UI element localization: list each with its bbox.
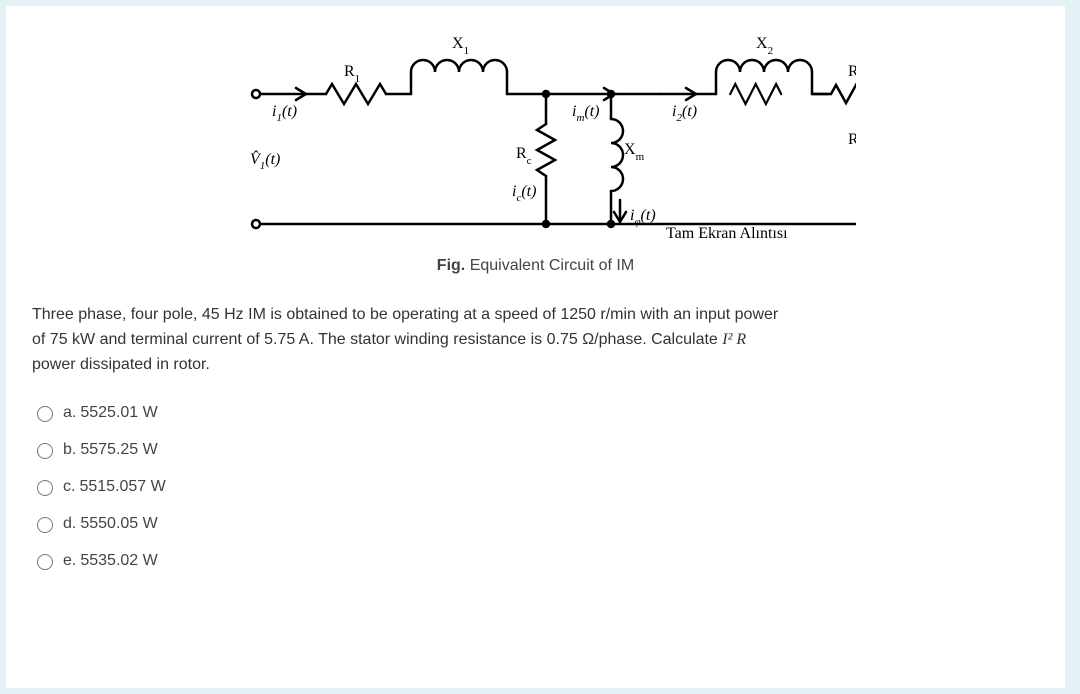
page: R1 X1 X2 R2 Rc Xm R2 1 − s s i1(t) i2(t bbox=[6, 6, 1066, 688]
figure-caption-prefix: Fig. bbox=[437, 257, 465, 274]
qtext-line-b: of 75 kW and terminal current of 5.75 A.… bbox=[32, 331, 722, 348]
equivalent-circuit-diagram: R1 X1 X2 R2 Rc Xm R2 1 − s s i1(t) i2(t bbox=[216, 24, 856, 244]
radio-a[interactable] bbox=[37, 406, 53, 422]
radio-d[interactable] bbox=[37, 517, 53, 533]
svg-text:ic(t): ic(t) bbox=[512, 183, 536, 204]
qtext-line-a: Three phase, four pole, 45 Hz IM is obta… bbox=[32, 306, 778, 323]
svg-text:i1(t): i1(t) bbox=[272, 103, 297, 124]
qtext-line-c: power dissipated in rotor. bbox=[32, 356, 210, 373]
svg-text:i2(t): i2(t) bbox=[672, 103, 697, 124]
option-letter: a. bbox=[63, 404, 76, 422]
option-label: 5525.01 W bbox=[80, 404, 157, 422]
svg-text:Tam Ekran Alıntısı: Tam Ekran Alıntısı bbox=[666, 225, 788, 242]
figure-wrap: R1 X1 X2 R2 Rc Xm R2 1 − s s i1(t) i2(t bbox=[28, 24, 1043, 275]
radio-c[interactable] bbox=[37, 480, 53, 496]
option-d[interactable]: d. 5550.05 W bbox=[32, 514, 1043, 533]
option-e[interactable]: e. 5535.02 W bbox=[32, 551, 1043, 570]
svg-text:R2: R2 bbox=[848, 63, 856, 85]
svg-text:R2: R2 bbox=[848, 131, 856, 153]
figure-caption: Fig. Equivalent Circuit of IM bbox=[28, 257, 1043, 275]
option-letter: c. bbox=[63, 478, 75, 496]
answer-options: a. 5525.01 W b. 5575.25 W c. 5515.057 W … bbox=[28, 403, 1043, 570]
svg-text:im(t): im(t) bbox=[572, 103, 600, 124]
svg-text:Xm: Xm bbox=[624, 141, 645, 163]
svg-text:Rc: Rc bbox=[516, 145, 532, 167]
option-b[interactable]: b. 5575.25 W bbox=[32, 440, 1043, 459]
svg-text:V̂1(t): V̂1(t) bbox=[250, 149, 280, 172]
figure-caption-text: Equivalent Circuit of IM bbox=[470, 257, 635, 274]
option-label: 5535.02 W bbox=[80, 552, 157, 570]
radio-b[interactable] bbox=[37, 443, 53, 459]
option-letter: b. bbox=[63, 441, 76, 459]
svg-text:R1: R1 bbox=[344, 63, 360, 85]
radio-e[interactable] bbox=[37, 554, 53, 570]
qtext-math: I² R bbox=[722, 331, 746, 348]
option-letter: d. bbox=[63, 515, 76, 533]
option-a[interactable]: a. 5525.01 W bbox=[32, 403, 1043, 422]
option-label: 5550.05 W bbox=[80, 515, 157, 533]
svg-text:X2: X2 bbox=[756, 35, 773, 57]
option-label: 5515.057 W bbox=[79, 478, 165, 496]
option-c[interactable]: c. 5515.057 W bbox=[32, 477, 1043, 496]
svg-text:X1: X1 bbox=[452, 35, 469, 57]
option-label: 5575.25 W bbox=[80, 441, 157, 459]
question-text: Three phase, four pole, 45 Hz IM is obta… bbox=[28, 303, 1043, 377]
option-letter: e. bbox=[63, 552, 76, 570]
